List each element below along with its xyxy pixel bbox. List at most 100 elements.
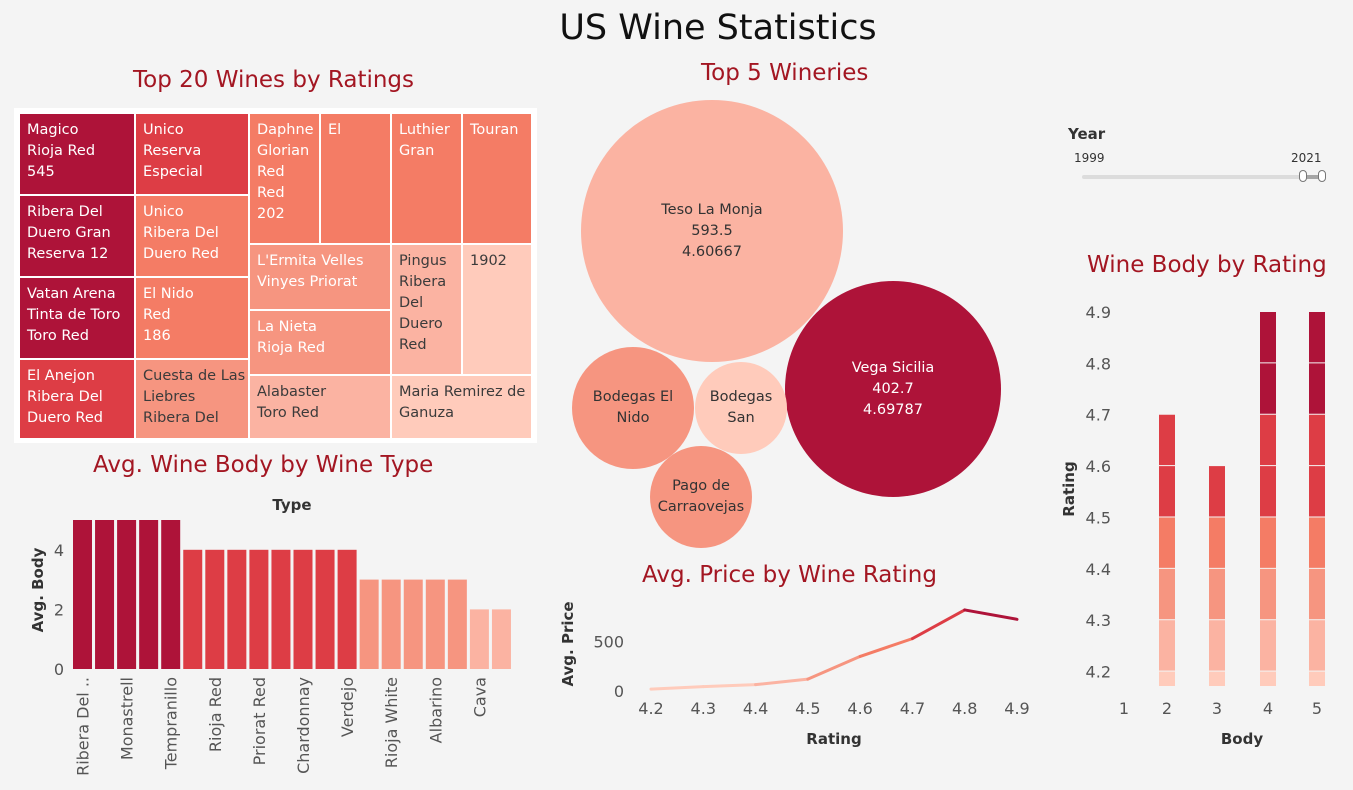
treemap-cell[interactable]: El Anejon Ribera Del Duero Red — [19, 359, 135, 439]
bar[interactable] — [117, 520, 137, 669]
stacked-bar-segment[interactable] — [1209, 517, 1225, 568]
line-segment[interactable] — [963, 608, 1019, 621]
treemap-cell-label: Glorian — [257, 143, 310, 159]
bar[interactable] — [447, 579, 467, 669]
bar[interactable] — [293, 549, 313, 669]
stacked-bar-segment[interactable] — [1209, 466, 1225, 517]
stacked-bar-segment[interactable] — [1260, 466, 1276, 517]
line-segment[interactable] — [806, 654, 862, 681]
treemap-cell[interactable]: El Nido Red 186 — [135, 277, 249, 359]
year-slider-start-handle[interactable] — [1298, 170, 1307, 182]
treemap-cell-label: Red — [257, 185, 285, 201]
treemap-cell[interactable]: Vatan Arena Tinta de Toro Toro Red — [19, 277, 135, 359]
treemap-cell-label: Ribera Del — [27, 389, 103, 405]
bar[interactable] — [183, 549, 203, 669]
y-axis-title: Avg. Price — [559, 601, 577, 686]
bar[interactable] — [359, 579, 379, 669]
year-slider-end-handle[interactable] — [1318, 170, 1326, 182]
y-tick-label: 500 — [593, 633, 624, 652]
bar[interactable] — [95, 520, 115, 669]
treemap-cell[interactable]: Cuesta de Las Liebres Ribera Del — [135, 359, 249, 439]
x-tick-label: Albarino — [426, 677, 445, 743]
treemap-cell[interactable]: Ribera Del Duero Gran Reserva 12 — [19, 195, 135, 277]
stacked-bar-segment[interactable] — [1260, 671, 1276, 686]
line-segment[interactable] — [754, 677, 810, 687]
year-filter[interactable]: Year 1999 2021 — [1068, 125, 1338, 195]
treemap-cell[interactable]: L'Ermita Velles Vinyes Priorat — [249, 244, 391, 310]
stacked-bar-segment[interactable] — [1260, 620, 1276, 671]
stacked-bar-segment[interactable] — [1309, 414, 1325, 466]
x-tick-label: 5 — [1312, 699, 1322, 718]
stacked-bar-segment[interactable] — [1309, 312, 1325, 363]
stacked-bar-segment[interactable] — [1260, 363, 1276, 414]
treemap-cell[interactable]: Pingus Ribera Del Duero Red — [391, 244, 462, 375]
stacked-bar-segment[interactable] — [1209, 568, 1225, 620]
bar[interactable] — [469, 609, 489, 669]
treemap-cell[interactable]: Alabaster Toro Red — [249, 375, 391, 439]
treemap-cell[interactable]: Unico Ribera Del Duero Red — [135, 195, 249, 277]
winery-bubble[interactable]: Pago de Carraovejas — [650, 446, 752, 548]
stacked-bar-segment[interactable] — [1260, 312, 1276, 363]
bar[interactable] — [271, 549, 291, 669]
treemap-cell[interactable]: Daphne Glorian Red Red 202 — [249, 113, 320, 244]
x-tick-label: 2 — [1162, 699, 1172, 718]
treemap-cell[interactable]: Maria Remirez de Ganuza — [391, 375, 532, 439]
winery-bubble-label: Carraovejas — [657, 499, 745, 515]
bar[interactable] — [403, 579, 423, 669]
stacked-bar-segment[interactable] — [1309, 517, 1325, 568]
treemap-cell-label: Tinta de Toro — [27, 307, 121, 323]
line-segment[interactable] — [649, 685, 705, 691]
bar[interactable] — [425, 579, 445, 669]
stacked-bar-segment[interactable] — [1159, 414, 1175, 466]
stacked-bar-segment[interactable] — [1309, 568, 1325, 620]
stacked-bar-segment[interactable] — [1159, 671, 1175, 686]
winery-bubble[interactable]: Bodegas San — [695, 362, 787, 454]
line-segment[interactable] — [701, 683, 758, 689]
treemap-cell[interactable]: El — [320, 113, 391, 244]
treemap-cell[interactable]: La Nieta Rioja Red — [249, 310, 391, 375]
treemap-cell-label: Toro Red — [257, 405, 319, 421]
bar[interactable] — [73, 520, 92, 669]
line-segment[interactable] — [910, 608, 967, 641]
treemap-cell[interactable]: Magico Rioja Red 545 — [19, 113, 135, 195]
winery-bubble[interactable]: Bodegas El Nido — [572, 347, 694, 469]
treemap-cell[interactable]: 1902 — [462, 244, 532, 375]
bar[interactable] — [337, 549, 357, 669]
line-segment[interactable] — [858, 637, 914, 658]
bar[interactable] — [381, 579, 401, 669]
stacked-bar-segment[interactable] — [1209, 671, 1225, 686]
treemap-cell[interactable]: Touran — [462, 113, 532, 244]
stacked-bar-segment[interactable] — [1309, 671, 1325, 686]
bar[interactable] — [205, 549, 225, 669]
stacked-bar-segment[interactable] — [1159, 466, 1175, 517]
year-slider-track[interactable] — [1082, 170, 1326, 182]
treemap-cell[interactable]: Luthier Gran — [391, 113, 462, 244]
x-tick-label: 4.4 — [743, 699, 768, 718]
bar[interactable] — [249, 549, 269, 669]
stacked-bar-segment[interactable] — [1309, 466, 1325, 517]
winery-bubble[interactable]: Vega Sicilia 402.7 4.69787 — [785, 281, 1001, 497]
stacked-bar-segment[interactable] — [1309, 620, 1325, 671]
bar[interactable] — [315, 549, 335, 669]
x-tick-label: 4.6 — [847, 699, 872, 718]
body-by-rating-title: Wine Body by Rating — [1087, 252, 1327, 278]
bar[interactable] — [139, 520, 159, 669]
stacked-bar-segment[interactable] — [1260, 568, 1276, 620]
treemap-cell-label: Touran — [470, 122, 519, 138]
stacked-bar-segment[interactable] — [1159, 517, 1175, 568]
stacked-bar-segment[interactable] — [1260, 517, 1276, 568]
bar[interactable] — [161, 520, 181, 669]
treemap-cell-label: Vatan Arena — [27, 286, 116, 302]
stacked-bar-segment[interactable] — [1209, 620, 1225, 671]
bar[interactable] — [227, 549, 247, 669]
winery-bubble[interactable]: Teso La Monja 593.5 4.60667 — [581, 100, 843, 362]
x-tick-label: 4.5 — [795, 699, 820, 718]
stacked-bar-segment[interactable] — [1159, 568, 1175, 620]
treemap-cell[interactable]: Unico Reserva Especial — [135, 113, 249, 195]
bar[interactable] — [491, 609, 511, 669]
stacked-bar-segment[interactable] — [1309, 363, 1325, 414]
stacked-bar-segment[interactable] — [1260, 414, 1276, 466]
stacked-bar-segment[interactable] — [1159, 620, 1175, 671]
y-tick-label: 4.6 — [1086, 457, 1111, 476]
winery-bubble-label: San — [727, 410, 755, 426]
